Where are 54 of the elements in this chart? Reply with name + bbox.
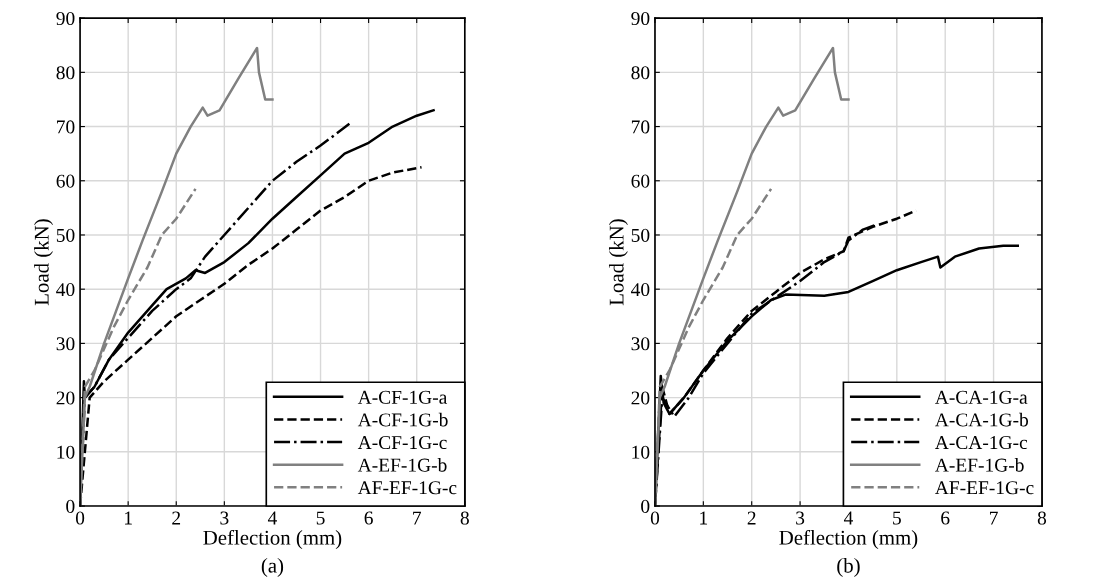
y-tick-label: 80 [631, 66, 650, 80]
y-tick-label: 60 [631, 174, 650, 188]
x-axis-title: Deflection (mm) [779, 529, 918, 550]
x-tick-label: 0 [650, 511, 660, 525]
x-tick-label: 6 [364, 511, 373, 525]
x-tick-label: 8 [1037, 511, 1047, 525]
y-tick-label: 50 [631, 228, 650, 242]
x-tick-label: 3 [796, 511, 805, 525]
x-tick-label: 7 [413, 511, 422, 525]
y-tick-label: 20 [56, 391, 75, 405]
y-tick-label: 70 [57, 120, 75, 134]
y-tick-label: 60 [56, 174, 75, 188]
x-tick-label: 5 [316, 511, 325, 525]
x-tick-label: 8 [460, 511, 469, 525]
x-tick-label: 2 [172, 511, 181, 525]
legend-label: A-EF-1G-b [357, 458, 447, 472]
y-tick-label: 90 [631, 11, 650, 26]
x-tick-label: 0 [75, 511, 85, 525]
y-axis-title: Load (kN) [34, 219, 53, 306]
y-tick-label: 70 [631, 120, 650, 134]
y-tick-label: 90 [56, 11, 75, 26]
x-tick-label: 1 [700, 511, 708, 525]
legend-label: AF-EF-1G-c [357, 481, 457, 495]
legend-label: A-CA-1G-a [934, 390, 1028, 404]
y-tick-label: 0 [66, 499, 75, 513]
y-tick-label: 30 [631, 337, 650, 351]
legend-label: A-CA-1G-c [934, 436, 1028, 450]
text: (b) [837, 558, 860, 577]
y-tick-label: 20 [631, 391, 650, 405]
y-tick-label: 80 [56, 66, 75, 80]
y-tick-label: 10 [632, 445, 650, 459]
x-tick-label: 4 [267, 511, 277, 525]
y-tick-label: 40 [631, 283, 650, 297]
text: (a) [261, 558, 284, 577]
x-tick-label: 4 [843, 511, 854, 525]
x-tick-label: 6 [941, 511, 950, 525]
x-tick-label: 7 [989, 511, 998, 525]
y-tick-label: 30 [56, 337, 75, 351]
y-tick-label: 10 [57, 445, 75, 459]
x-tick-label: 5 [893, 511, 901, 525]
legend-label: A-CA-1G-b [934, 412, 1029, 427]
x-tick-label: 3 [220, 511, 229, 525]
y-axis-title: Load (kN) [608, 219, 628, 306]
legend-label: A-EF-1G-b [934, 458, 1024, 472]
x-tick-label: 1 [125, 511, 132, 525]
legend-label: AF-EF-1G-c [934, 481, 1034, 495]
y-tick-label: 50 [56, 228, 75, 242]
legend-label: A-CF-1G-b [357, 412, 448, 427]
x-axis-title: Deflection (mm) [203, 529, 342, 550]
legend-label: A-CF-1G-c [357, 436, 447, 450]
legend-label: A-CF-1G-a [357, 390, 448, 404]
y-tick-label: 40 [56, 283, 75, 297]
x-tick-label: 2 [747, 511, 756, 525]
y-tick-label: 0 [641, 499, 650, 513]
